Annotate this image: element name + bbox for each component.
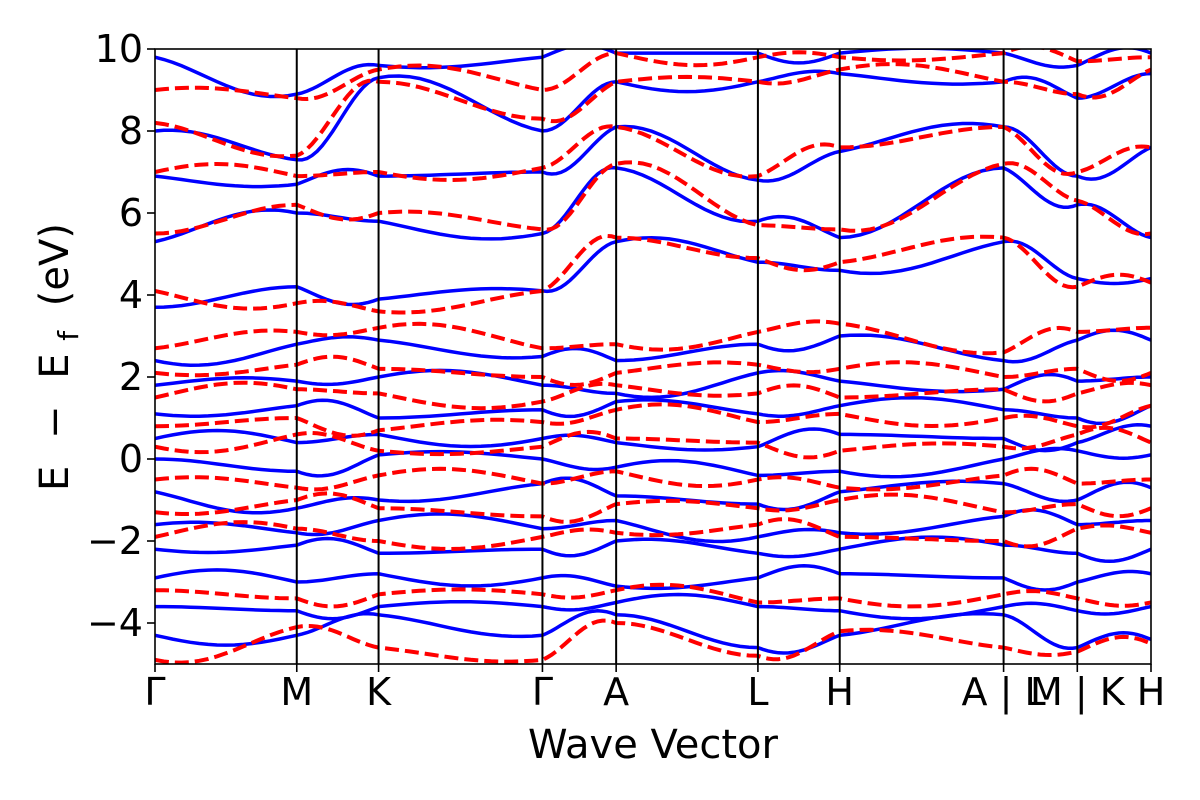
y-tick-label: 6 [119, 191, 143, 235]
y-label-e2: E [32, 353, 78, 378]
series-dashed [155, 49, 1151, 664]
band-line [155, 368, 1151, 400]
y-label-minus: − [32, 405, 78, 439]
band-line [155, 49, 1151, 102]
x-tick-label: Γ [144, 670, 165, 714]
x-tick-label: K [366, 670, 392, 714]
band-line [155, 319, 1151, 356]
x-tick-label: L [747, 670, 768, 714]
bands-layer [155, 49, 1151, 664]
svg-text:E − E f: E − E f (eV) [32, 223, 88, 491]
band-line [155, 517, 1151, 552]
band-line [155, 446, 1151, 479]
band-line [155, 592, 1151, 621]
y-label-e1: E [32, 466, 78, 491]
y-label-subscript: f [52, 330, 85, 341]
kpoint-lines [295, 49, 1079, 664]
band-line [155, 508, 1151, 544]
x-tick-label: A [603, 670, 629, 714]
band-line [155, 466, 1151, 492]
band-line [155, 564, 1151, 592]
x-tick-label: H [1137, 670, 1166, 714]
y-label-unit: (eV) [32, 223, 78, 306]
y-axis-label: E − E f (eV) [32, 223, 88, 491]
y-tick-label: −2 [87, 519, 143, 563]
band-line [155, 49, 1151, 99]
band-line [155, 121, 1151, 189]
x-tick-label: H [825, 670, 854, 714]
band-line [155, 235, 1151, 310]
plot-frame [154, 48, 1152, 665]
band-line [155, 69, 1151, 162]
y-tick-label: 2 [119, 355, 143, 399]
y-tick-label: 4 [119, 273, 143, 317]
y-tick-label: 10 [95, 27, 143, 71]
x-tick-label: M | K [1030, 670, 1126, 715]
x-tick-label: A | L [962, 670, 1046, 715]
band-line [155, 165, 1151, 244]
band-line [155, 395, 1151, 426]
band-line [155, 62, 1151, 159]
band-line [155, 233, 1151, 315]
x-tick-label: M [280, 670, 313, 714]
y-tick-label: −4 [87, 601, 143, 645]
band-line [155, 328, 1151, 367]
band-line [155, 124, 1151, 183]
band-line [155, 618, 1151, 664]
x-tick-label: Γ [532, 670, 553, 714]
x-axis-label: Wave Vector [528, 722, 779, 768]
band-line [155, 402, 1151, 438]
band-line [155, 491, 1151, 524]
y-tick-label: 0 [119, 437, 143, 481]
band-line [155, 354, 1151, 388]
band-line [155, 535, 1151, 564]
y-tick-label: 8 [119, 109, 143, 153]
band-line [155, 160, 1151, 237]
band-line [155, 582, 1151, 609]
y-axis: −4 −2 0 2 4 6 8 10 [87, 27, 155, 645]
band-line [155, 425, 1151, 460]
band-line [155, 380, 1151, 411]
